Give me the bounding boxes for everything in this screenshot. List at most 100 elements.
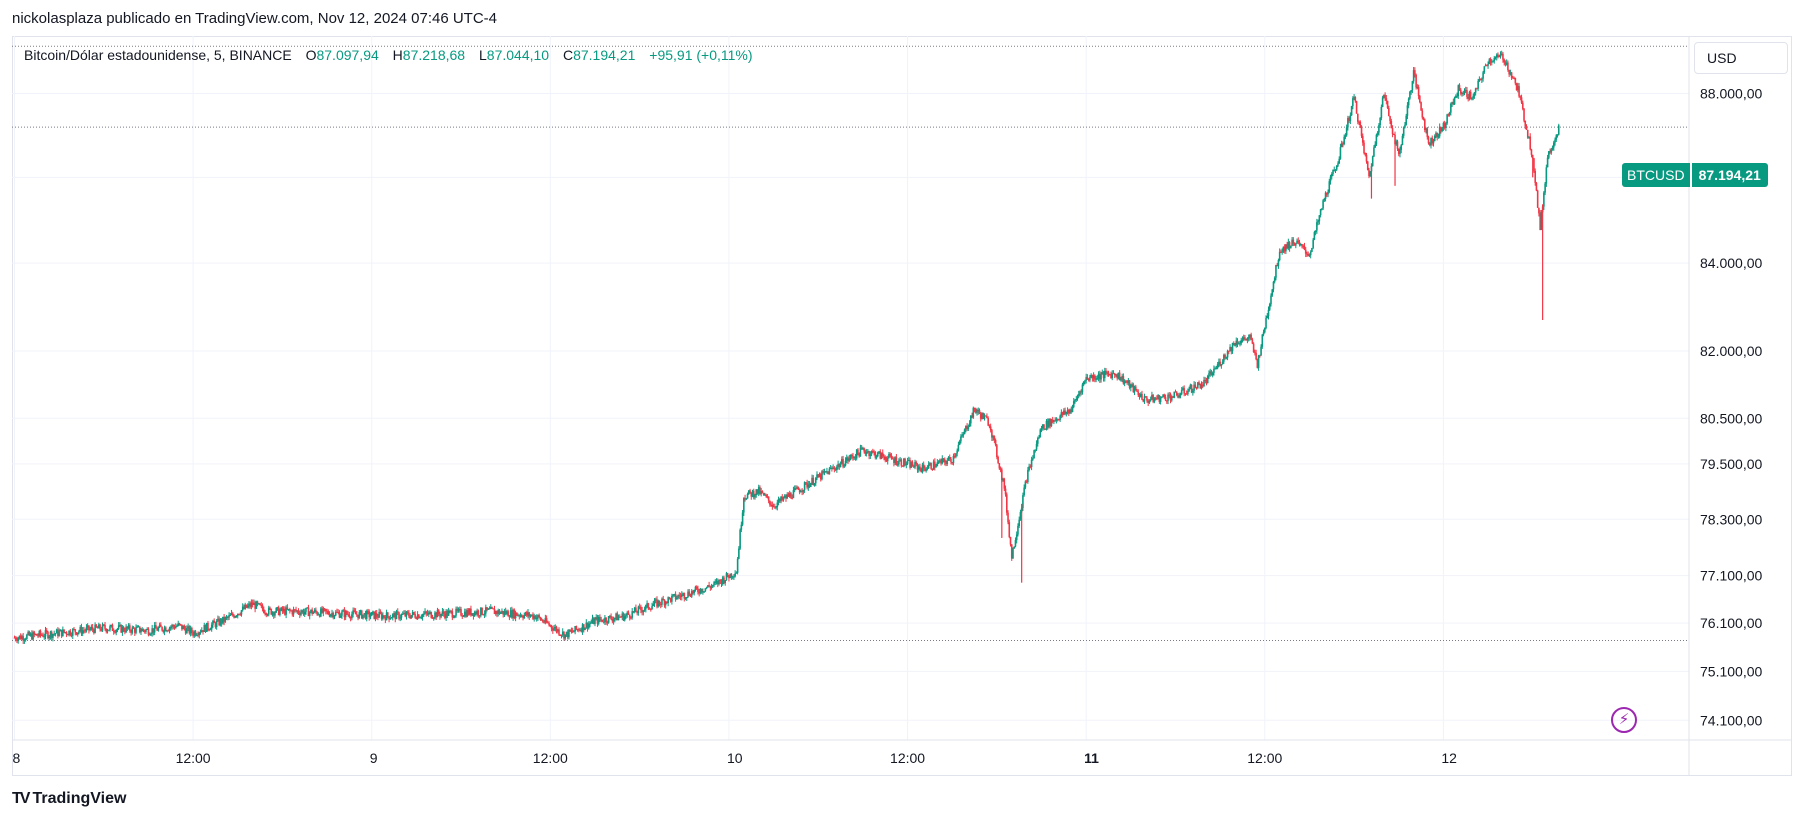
candle-body [772, 506, 775, 508]
candle-body [1199, 383, 1202, 389]
candle-body [1535, 182, 1538, 191]
candle-body [511, 610, 513, 618]
candle-body [692, 591, 694, 594]
candle-body [1467, 97, 1470, 99]
candle-body [1421, 110, 1424, 118]
candle-body [120, 624, 122, 633]
candle-body [708, 585, 710, 587]
candle-body [321, 608, 323, 613]
candle-body [1281, 251, 1283, 253]
candle-body [447, 611, 450, 616]
candle-body [246, 605, 249, 608]
candle-body [633, 607, 636, 612]
candle-body [1105, 370, 1107, 374]
candle-body [1132, 384, 1135, 392]
candle-body [322, 608, 325, 613]
candle-body [736, 558, 739, 573]
candle-body [287, 608, 290, 610]
candle-body [507, 611, 509, 617]
candle-body [606, 622, 609, 624]
chart-frame[interactable] [12, 36, 1792, 776]
candle-body [289, 608, 291, 611]
candle-body [337, 612, 340, 614]
candle-body [339, 615, 342, 618]
candle-body [955, 453, 957, 457]
candle-body [625, 614, 627, 617]
candle-body [197, 634, 199, 636]
candle-body [828, 468, 831, 475]
candle-body [33, 632, 36, 635]
candle-body [910, 462, 913, 468]
candle-body [1307, 253, 1310, 256]
candle-body [430, 611, 433, 618]
candle-body [1064, 410, 1066, 414]
candle-body [408, 612, 410, 617]
candle-body [385, 612, 388, 621]
candle-body [136, 626, 139, 628]
candle-body [1428, 143, 1431, 146]
candle-body [555, 627, 558, 632]
candle-body [388, 616, 390, 620]
candle-body [965, 425, 967, 430]
candle-body [932, 461, 935, 470]
candle-body [325, 609, 327, 612]
candle-body [234, 616, 237, 618]
candle-body [21, 636, 23, 640]
candle-body [1173, 391, 1176, 398]
candle-body [667, 597, 669, 604]
candle-body [697, 588, 699, 593]
candle-body [79, 626, 82, 632]
candle-body [657, 600, 660, 607]
candle-body [1263, 328, 1266, 333]
candle-body [935, 465, 937, 468]
candle-body [331, 612, 333, 615]
candle-body [429, 611, 431, 613]
lightning-icon[interactable]: ⚡ [1611, 707, 1637, 733]
candle-body [1091, 374, 1094, 379]
candle-body [961, 435, 963, 437]
candle-body [947, 457, 950, 461]
y-tick-label: 75.100,00 [1700, 663, 1762, 679]
candle-body [260, 605, 263, 607]
candle-body [762, 492, 765, 496]
legend-change: +95,91 (+0,11%) [649, 47, 753, 63]
candle-body [811, 477, 813, 484]
tradingview-brand[interactable]: TV TradingView [12, 790, 126, 808]
candle-body [916, 464, 919, 470]
candle-body [1085, 377, 1087, 381]
candle-body [725, 573, 728, 580]
candle-body [1215, 368, 1218, 370]
candle-body [220, 619, 223, 624]
candle-body [1276, 265, 1278, 267]
candle-body [1144, 396, 1147, 398]
candle-body [1030, 459, 1033, 468]
candle-body [1378, 125, 1380, 133]
candle-body [1143, 396, 1146, 402]
brand-name: TradingView [32, 790, 127, 807]
candle-body [1142, 399, 1145, 402]
candle-body [1389, 115, 1391, 121]
candle-body [1198, 382, 1200, 384]
candle-body [1538, 207, 1540, 214]
candle-body [1499, 54, 1502, 58]
candle-body [733, 576, 735, 578]
candle-body [622, 613, 625, 621]
candle-body [946, 460, 949, 465]
candle-body [1069, 409, 1071, 414]
currency-button[interactable]: USD [1694, 42, 1788, 74]
legend-symbol[interactable]: Bitcoin/Dólar estadounidense, 5, BINANCE [24, 47, 292, 63]
candle-body [207, 622, 209, 630]
legend-low-key: L [478, 47, 487, 63]
candle-body [119, 624, 121, 626]
candle-body [1086, 377, 1089, 380]
candle-body [40, 634, 43, 636]
candle-body [308, 612, 311, 617]
candle-body [90, 627, 93, 629]
candle-body [58, 631, 60, 636]
candle-body [323, 608, 326, 610]
candle-body [1074, 399, 1076, 402]
candle-body [740, 524, 743, 530]
candle-body [1556, 134, 1559, 136]
candle-body [1219, 361, 1221, 366]
